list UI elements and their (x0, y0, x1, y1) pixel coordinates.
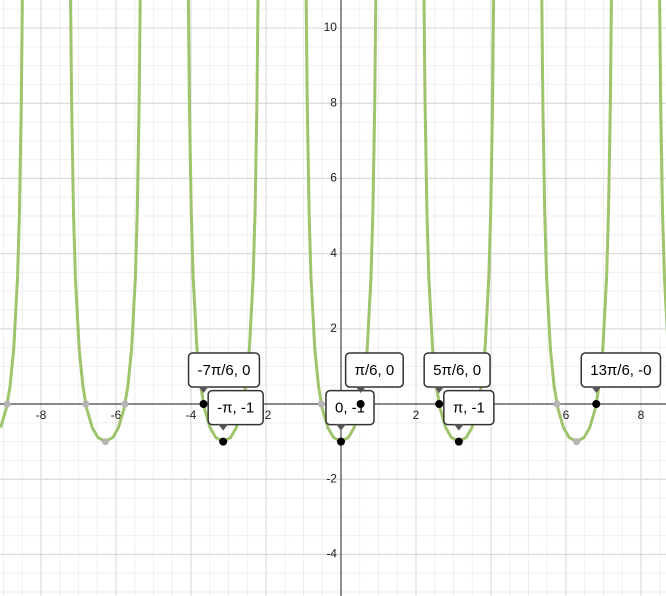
x-tick-label: -4 (186, 408, 197, 422)
labeled-point (356, 400, 365, 409)
y-tick-label: -4 (326, 547, 337, 561)
label-box (207, 389, 264, 426)
label-box (443, 389, 495, 426)
point-label: -7π/6, 0 (187, 352, 261, 394)
gray-point (317, 400, 325, 408)
label-box (325, 389, 375, 426)
labeled-point (219, 437, 228, 446)
y-tick-label: 8 (330, 95, 337, 109)
point-label-text: π/6, 0 (355, 362, 395, 379)
labeled-point (454, 437, 463, 446)
point-label-text: 5π/6, 0 (433, 362, 481, 379)
gray-point (101, 438, 109, 446)
point-label: -π, -1 (207, 389, 264, 431)
label-pointer (335, 424, 346, 431)
label-pointer (198, 386, 209, 394)
point-label: π/6, 0 (344, 352, 404, 394)
x-tick-label: 6 (563, 408, 570, 422)
point-label: 13π/6, -0 (580, 352, 662, 394)
x-tick-label: -2 (261, 408, 272, 422)
label-pointer (434, 386, 445, 394)
gray-point (573, 438, 581, 446)
point-label: π, -1 (443, 389, 495, 431)
point-label-text: -7π/6, 0 (198, 362, 251, 379)
gray-point (82, 400, 90, 408)
x-tick-label: 2 (413, 408, 420, 422)
x-tick-label: -8 (36, 408, 47, 422)
x-tick-label: -6 (111, 408, 122, 422)
y-tick-label: 6 (330, 171, 337, 185)
y-tick-label: 10 (324, 20, 338, 34)
labeled-point (435, 400, 444, 409)
x-tick-label: 8 (638, 408, 645, 422)
gray-point (3, 400, 11, 408)
y-tick-label: -2 (326, 471, 337, 485)
label-box (580, 352, 662, 388)
y-tick-label: 2 (330, 321, 337, 335)
label-box (423, 352, 491, 388)
label-pointer (218, 424, 229, 431)
label-box (187, 352, 261, 388)
label-pointer (355, 386, 366, 394)
point-label: 0, -1 (325, 389, 375, 431)
point-label: 5π/6, 0 (423, 352, 491, 394)
labeled-point (199, 400, 208, 409)
y-tick-label: 4 (330, 246, 337, 260)
point-label-text: 13π/6, -0 (590, 362, 651, 379)
gray-point (121, 400, 129, 408)
label-pointer (591, 386, 602, 394)
point-label-text: π, -1 (453, 400, 485, 417)
labeled-point (336, 437, 345, 446)
labeled-point (592, 400, 601, 409)
label-pointer (453, 424, 464, 431)
gray-point (553, 400, 561, 408)
label-box (344, 352, 404, 388)
point-label-text: -π, -1 (217, 400, 254, 417)
